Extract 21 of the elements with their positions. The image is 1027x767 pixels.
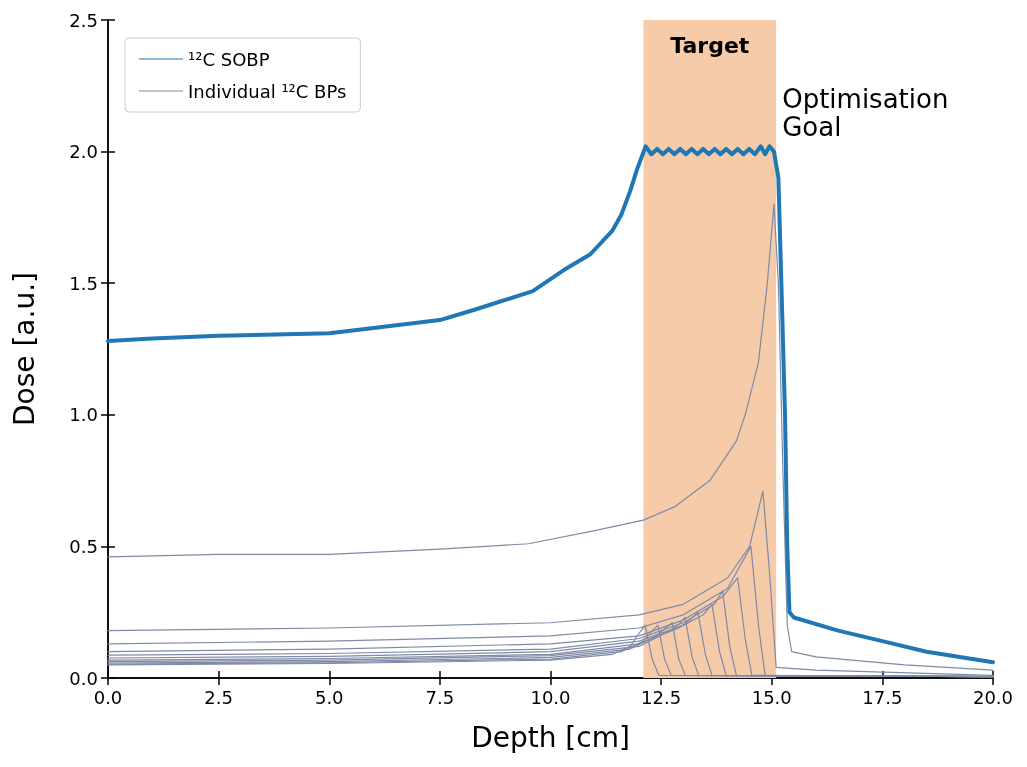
x-tick-label: 20.0 (972, 686, 1014, 708)
x-tick-label: 12.5 (641, 686, 682, 708)
x-tick-label: 15.0 (751, 686, 792, 708)
annotation: Optimisation Goal (782, 84, 957, 142)
x-tick-label: 10.0 (530, 686, 571, 708)
y-tick-label: 2.5 (69, 9, 98, 31)
y-tick-label: 0.0 (69, 667, 98, 689)
y-tick-label: 0.5 (69, 535, 98, 557)
x-tick-label: 7.5 (425, 686, 455, 708)
x-tick-label: 17.5 (862, 686, 903, 708)
y-axis-title: Dose [a.u.] (7, 272, 41, 426)
x-tick-label: 0.0 (93, 686, 123, 708)
x-tick-label: 5.0 (314, 686, 344, 708)
y-tick-label: 1.5 (69, 272, 98, 294)
y-tick-label: 2.0 (69, 141, 98, 163)
x-tick-label: 2.5 (204, 686, 233, 708)
band-label: Target (670, 32, 750, 58)
legend-label: Individual ¹²C BPs (188, 80, 347, 102)
legend-label: ¹²C SOBP (188, 48, 270, 70)
y-tick-label: 1.0 (69, 404, 98, 426)
x-axis-title: Depth [cm] (471, 720, 630, 754)
